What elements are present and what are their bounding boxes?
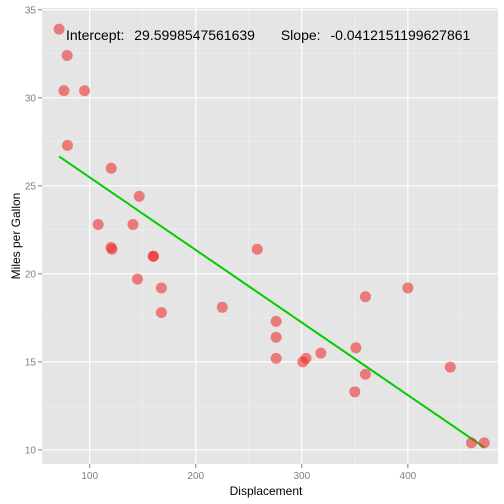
data-point: [155, 282, 167, 294]
data-point: [444, 361, 456, 373]
regression-line-group: [58, 155, 485, 449]
data-point: [58, 85, 70, 97]
data-point: [61, 139, 73, 151]
data-point: [127, 219, 139, 231]
minor-gridlines: [42, 8, 498, 464]
major-gridlines: [42, 8, 498, 464]
data-point: [359, 368, 371, 380]
data-point: [251, 243, 263, 255]
data-point: [270, 315, 282, 327]
x-axis-ticks: 100 200 300 400: [81, 464, 417, 482]
data-point: [465, 437, 477, 449]
slope-label: Slope:: [281, 27, 321, 43]
data-points: [53, 23, 490, 449]
x-tick-label: 200: [187, 471, 204, 482]
y-tick-label: 35: [25, 5, 37, 16]
slope-value: -0.0412151199627861: [330, 27, 470, 43]
data-point: [147, 250, 159, 262]
data-point: [349, 386, 361, 398]
annotation-text: Intercept: 29.5998547561639 Slope: -0.04…: [66, 27, 471, 43]
y-axis-ticks: 10 15 20 25 30 35: [25, 5, 42, 456]
data-point: [216, 301, 228, 313]
data-point: [133, 190, 145, 202]
data-point: [155, 307, 167, 319]
data-point: [92, 219, 104, 231]
data-point: [106, 243, 118, 255]
x-axis-title: Displacement: [230, 484, 303, 498]
regression-line: [58, 155, 485, 449]
data-point: [270, 352, 282, 364]
data-point: [53, 23, 65, 35]
data-point: [315, 347, 327, 359]
data-point: [350, 342, 362, 354]
data-point: [402, 282, 414, 294]
data-point: [297, 356, 309, 368]
data-point: [131, 273, 143, 285]
y-tick-label: 15: [25, 357, 37, 368]
intercept-label: Intercept:: [66, 27, 124, 43]
data-point: [478, 437, 490, 449]
data-point: [79, 85, 91, 97]
plot-panel: [42, 8, 498, 464]
y-tick-label: 30: [25, 93, 37, 104]
y-tick-label: 10: [25, 445, 37, 456]
x-tick-label: 300: [293, 471, 310, 482]
data-point: [359, 291, 371, 303]
y-tick-label: 25: [25, 181, 37, 192]
x-tick-label: 100: [81, 471, 98, 482]
data-point: [270, 331, 282, 343]
data-point: [61, 50, 73, 62]
y-axis-title: Miles per Gallon: [9, 193, 23, 280]
intercept-value: 29.5998547561639: [134, 27, 255, 43]
data-point: [105, 162, 117, 174]
y-tick-label: 20: [25, 269, 37, 280]
x-tick-label: 400: [400, 471, 417, 482]
